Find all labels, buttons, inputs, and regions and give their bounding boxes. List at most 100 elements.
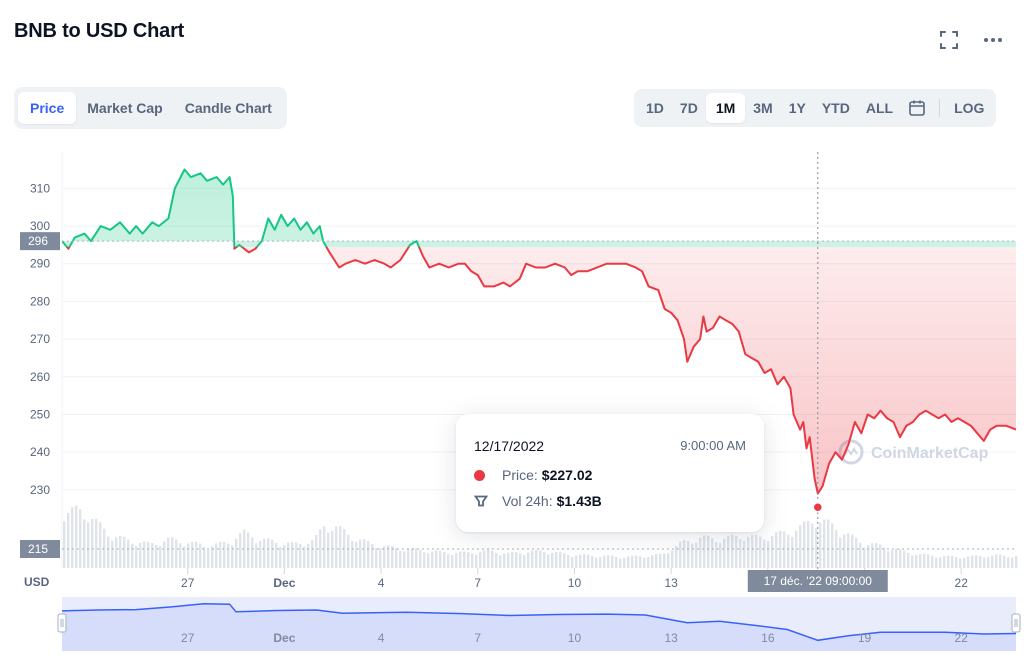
volume-bar: [387, 545, 390, 568]
volume-bar: [351, 541, 354, 568]
price-chart[interactable]: 230 240 250 260 270 280 290 300 310 USD CoinMarke…: [0, 140, 1024, 661]
volume-bar: [127, 539, 130, 568]
tab-market-cap[interactable]: Market Cap: [87, 100, 163, 116]
volume-bar: [79, 509, 82, 568]
volume-bar: [807, 520, 810, 568]
chart-type-tabs: Price Market Cap Candle Chart: [14, 87, 287, 129]
volume-bar: [243, 529, 246, 568]
price-dot-icon: [474, 469, 485, 481]
volume-bar: [683, 540, 686, 568]
volume-bar: [535, 550, 538, 568]
navigator-tick-label: 22: [955, 631, 969, 645]
volume-bar: [963, 557, 966, 568]
fullscreen-icon[interactable]: [937, 28, 961, 52]
x-tick-label: 22: [955, 576, 969, 590]
volume-bar: [899, 549, 902, 568]
volume-bar: [451, 555, 454, 568]
range-7d[interactable]: 7D: [679, 100, 698, 116]
volume-bar: [179, 543, 182, 568]
tooltip-time: 9:00:00 AM: [680, 438, 746, 453]
volume-bars: [63, 505, 1018, 568]
tab-candle-chart[interactable]: Candle Chart: [184, 100, 272, 116]
range-1d[interactable]: 1D: [646, 100, 664, 116]
volume-bar: [615, 556, 618, 568]
volume-bar: [679, 541, 682, 568]
volume-bar: [407, 549, 410, 568]
price-line-up: [62, 168, 421, 247]
volume-bar: [459, 551, 462, 568]
y-grid: [62, 187, 1016, 491]
tooltip-vol-label: Vol 24h:: [502, 493, 553, 509]
volume-bar: [719, 543, 722, 568]
range-all[interactable]: ALL: [865, 100, 894, 116]
range-ytd[interactable]: YTD: [821, 100, 850, 116]
volume-bar: [591, 556, 594, 568]
navigator-tick-label: 13: [664, 631, 678, 645]
volume-bar: [267, 538, 270, 568]
volume-bar: [155, 544, 158, 568]
volume-bar: [239, 533, 242, 568]
volume-bar: [611, 555, 614, 568]
volume-bar: [111, 540, 114, 568]
volume-bar: [227, 543, 230, 568]
log-toggle[interactable]: LOG: [954, 100, 985, 116]
volume-bar: [419, 549, 422, 568]
volume-bar: [539, 550, 542, 568]
tooltip-price-row: Price: $227.02: [474, 467, 592, 483]
volume-bar: [335, 526, 338, 568]
range-1m[interactable]: 1M: [705, 93, 746, 123]
volume-bar: [411, 548, 414, 568]
volume-bar: [775, 532, 778, 568]
volume-bar: [671, 550, 674, 568]
volume-bar: [895, 549, 898, 568]
volume-bar: [119, 535, 122, 568]
range-1y[interactable]: 1Y: [788, 100, 806, 116]
volume-bar: [515, 552, 518, 568]
volume-bar: [1007, 557, 1010, 568]
volume-bar: [463, 551, 466, 568]
volume-bar: [751, 534, 754, 568]
volume-bar: [599, 556, 602, 568]
volume-bar: [99, 522, 102, 568]
x-tick-label: Dec: [273, 576, 295, 590]
volume-bar: [379, 548, 382, 568]
volume-bar: [375, 547, 378, 568]
volume-bar: [367, 540, 370, 568]
volume-bar: [343, 529, 346, 568]
volume-bar: [723, 538, 726, 568]
volume-bar: [659, 553, 662, 568]
volume-bar: [491, 550, 494, 568]
watermark: CoinMarketCap: [838, 439, 989, 465]
range-3m[interactable]: 3M: [753, 100, 773, 116]
more-icon[interactable]: [981, 28, 1005, 52]
x-tick-label: 10: [568, 576, 582, 590]
volume-bar: [503, 553, 506, 568]
navigator-handle-right: [1011, 613, 1021, 633]
volume-bar: [563, 553, 566, 568]
calendar-icon[interactable]: [901, 93, 933, 123]
y-tick-label: 240: [30, 445, 50, 459]
tab-price[interactable]: Price: [18, 92, 77, 124]
volume-bar: [499, 555, 502, 568]
volume-bar: [495, 553, 498, 568]
y-tick-label: 230: [30, 483, 50, 497]
volume-bar: [695, 542, 698, 568]
volume-bar: [759, 536, 762, 568]
y-axis: 230 240 250 260 270 280 290 300 310 USD: [24, 152, 63, 589]
volume-bar: [675, 545, 678, 568]
volume-bar: [135, 545, 138, 568]
navigator[interactable]: 27 Dec 4 7 10 13 16 19 22: [57, 597, 1021, 651]
volume-bar: [263, 538, 266, 568]
volume-bar: [279, 547, 282, 568]
volume-bar: [707, 535, 710, 568]
volume-bar: [131, 543, 134, 568]
volume-bar: [283, 545, 286, 568]
volume-bar: [815, 528, 818, 568]
volume-bar: [643, 557, 646, 568]
volume-bar: [355, 541, 358, 568]
volume-bar: [991, 555, 994, 568]
volume-bar: [879, 544, 882, 568]
volume-bar: [247, 532, 250, 568]
volume-bar: [715, 542, 718, 568]
reference-price-badge: [20, 232, 60, 251]
